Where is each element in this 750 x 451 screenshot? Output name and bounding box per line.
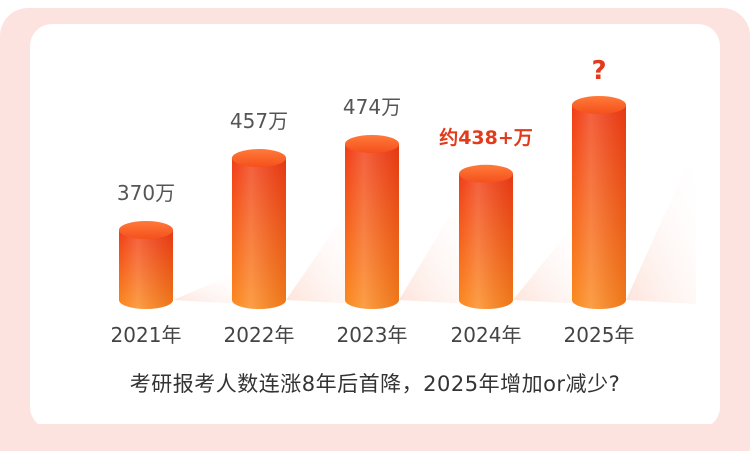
data-label-2025年: ?: [591, 56, 606, 86]
bar-2025年: [572, 96, 626, 309]
data-label-2021年: 370万: [117, 181, 175, 205]
bar-2022年: [232, 149, 286, 309]
bar-shadow: [513, 213, 583, 304]
bar-shadow: [173, 270, 243, 304]
x-tick-labels-group: 2021年 2022年 2023年 2024年 2025年: [111, 323, 635, 347]
x-tick-label-2021年: 2021年: [111, 323, 182, 347]
x-tick-label-2022年: 2022年: [224, 323, 295, 347]
data-label-2022年: 457万: [230, 109, 288, 133]
x-tick-label-2023年: 2023年: [337, 323, 408, 347]
bar-2023年: [345, 135, 399, 309]
bars-group: [119, 96, 626, 309]
bar-2024年: [459, 164, 513, 309]
data-label-2024年: 约438+万: [439, 126, 533, 149]
chart-caption: 考研报考人数连涨8年后首降，2025年增加or减少?: [129, 372, 621, 396]
bar-shadow: [626, 145, 696, 304]
data-label-2023年: 474万: [343, 95, 401, 119]
bar-shadow: [399, 184, 469, 304]
x-tick-label-2024年: 2024年: [451, 323, 522, 347]
card-bottom-band: [0, 424, 750, 451]
x-tick-label-2025年: 2025年: [564, 323, 635, 347]
bar-shadow: [286, 198, 356, 304]
bar-shadows: [173, 145, 696, 304]
bar-2021年: [119, 221, 173, 309]
